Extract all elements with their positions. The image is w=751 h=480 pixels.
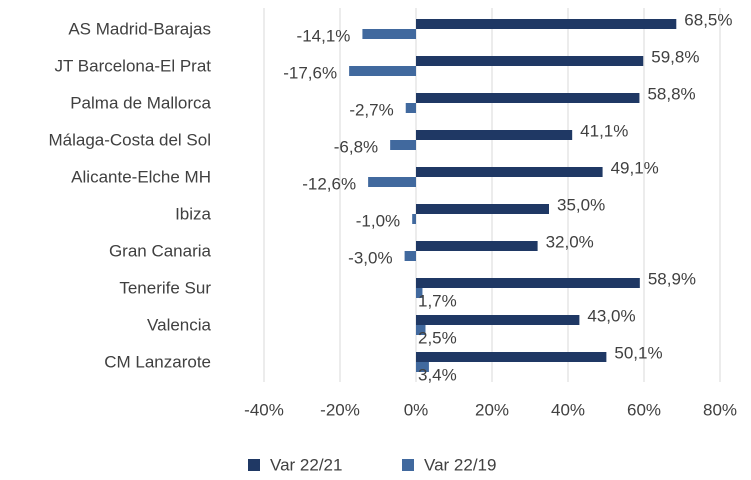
bar <box>416 204 549 214</box>
bar <box>416 19 677 29</box>
data-label: -3,0% <box>348 248 392 267</box>
bar <box>416 241 538 251</box>
data-label: 50,1% <box>614 343 662 362</box>
data-label: -17,6% <box>283 63 337 82</box>
category-label: Valencia <box>147 315 211 334</box>
data-label: 2,5% <box>418 328 457 347</box>
data-label: 3,4% <box>418 365 457 384</box>
category-label: CM Lanzarote <box>104 352 211 371</box>
legend-swatch <box>402 459 414 471</box>
bar <box>416 362 429 372</box>
bar <box>416 288 423 298</box>
bar <box>416 130 573 140</box>
data-label: 68,5% <box>684 10 732 29</box>
bar <box>362 29 416 39</box>
bar <box>416 167 603 177</box>
data-label: 49,1% <box>611 158 659 177</box>
bar <box>416 278 640 288</box>
legend-swatch <box>248 459 260 471</box>
bar <box>390 140 416 150</box>
category-label: Alicante-Elche MH <box>71 167 211 186</box>
bar <box>349 66 416 76</box>
category-label: Tenerife Sur <box>119 278 211 297</box>
bar <box>416 93 640 103</box>
bar <box>405 103 416 113</box>
x-tick-label: 0% <box>404 400 429 419</box>
category-label: Ibiza <box>175 204 211 223</box>
data-label: 59,8% <box>651 47 699 66</box>
bar <box>368 177 416 187</box>
bar <box>416 352 607 362</box>
data-label: -14,1% <box>297 26 351 45</box>
data-label: -12,6% <box>302 174 356 193</box>
x-tick-label: 60% <box>627 400 661 419</box>
category-label: Málaga-Costa del Sol <box>48 130 211 149</box>
data-label: -6,8% <box>334 137 378 156</box>
data-label: 43,0% <box>587 306 635 325</box>
bar <box>416 56 644 66</box>
data-label: 58,9% <box>648 269 696 288</box>
bar <box>416 325 426 335</box>
x-tick-label: -40% <box>244 400 284 419</box>
category-label: Gran Canaria <box>109 241 212 260</box>
data-label: -1,0% <box>356 211 400 230</box>
bar <box>412 214 416 224</box>
data-label: 58,8% <box>647 84 695 103</box>
data-label: 41,1% <box>580 121 628 140</box>
bar <box>416 315 580 325</box>
x-tick-label: 80% <box>703 400 737 419</box>
data-label: 1,7% <box>418 291 457 310</box>
category-label: AS Madrid-Barajas <box>68 19 211 38</box>
legend-label: Var 22/19 <box>424 455 496 474</box>
data-label: 35,0% <box>557 195 605 214</box>
x-tick-label: 40% <box>551 400 585 419</box>
x-tick-label: -20% <box>320 400 360 419</box>
data-label: -2,7% <box>349 100 393 119</box>
x-tick-label: 20% <box>475 400 509 419</box>
category-label: JT Barcelona-El Prat <box>54 56 211 75</box>
legend-label: Var 22/21 <box>270 455 342 474</box>
data-label: 32,0% <box>546 232 594 251</box>
bar <box>404 251 416 261</box>
category-label: Palma de Mallorca <box>70 93 211 112</box>
